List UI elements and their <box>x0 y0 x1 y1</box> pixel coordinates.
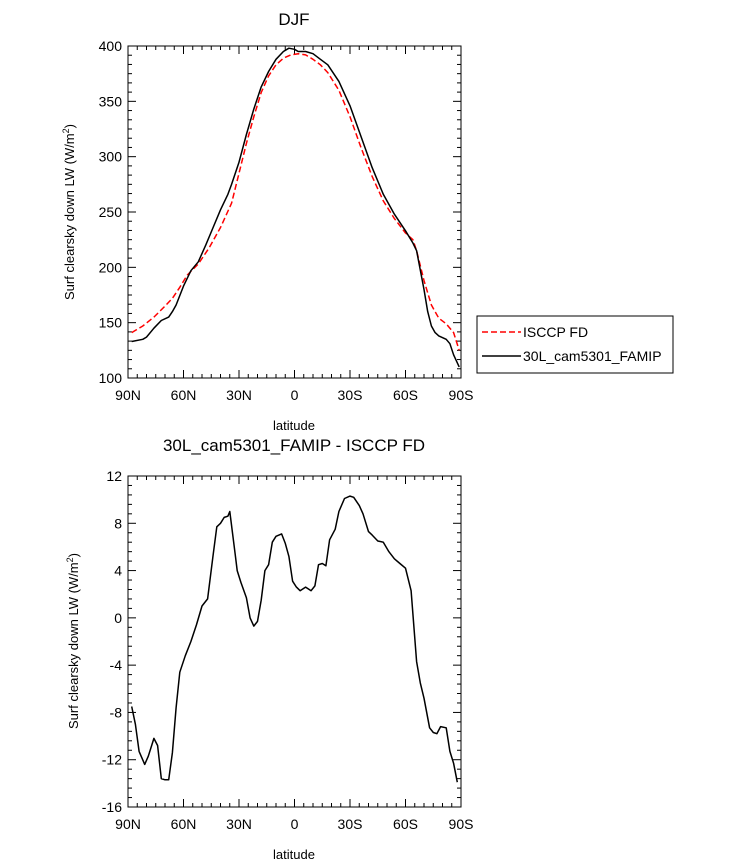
bottom-ytick-label: 12 <box>106 468 122 484</box>
top-xtick-label: 90N <box>115 387 141 403</box>
top-ytick-label: 150 <box>99 315 123 331</box>
bottom-series-line-difference <box>130 495 459 783</box>
bottom-ytick-label: 8 <box>114 515 122 531</box>
bottom-xtick-label: 30S <box>338 816 363 832</box>
legend-label-model: 30L_cam5301_FAMIP <box>523 348 662 364</box>
legend: ISCCP FD 30L_cam5301_FAMIP <box>476 315 674 374</box>
bottom-plot-frame <box>127 475 462 808</box>
top-x-axis-label: latitude <box>273 418 315 433</box>
top-xtick-label: 30S <box>338 387 363 403</box>
top-xtick-label: 30N <box>226 387 252 403</box>
bottom-panel-title: 30L_cam5301_FAMIP - ISCCP FD <box>163 436 425 455</box>
top-xtick-label: 90S <box>449 387 474 403</box>
legend-label-isccp: ISCCP FD <box>523 324 588 340</box>
top-ytick-label: 350 <box>99 93 123 109</box>
top-ytick-label: 100 <box>99 370 123 386</box>
bottom-panel: 30L_cam5301_FAMIP - ISCCP FD 90N 60N 30N 0 3… <box>65 436 473 862</box>
top-panel-title: DJF <box>278 10 309 29</box>
bottom-ytick-label: 4 <box>114 563 122 579</box>
bottom-ticks: 90N 60N 30N 0 30S 60S 90S -16 -12 -8 -4 0 4 8 12 <box>102 468 474 832</box>
top-ytick-label: 200 <box>99 259 123 275</box>
bottom-xtick-label: 90N <box>115 816 141 832</box>
top-ticks: 90N 60N 30N 0 30S 60S 90S 100 150 200 250 300 350 400 <box>99 38 474 403</box>
top-ytick-label: 300 <box>99 149 123 165</box>
bottom-ytick-label: -4 <box>110 657 123 673</box>
bottom-xtick-label: 90S <box>449 816 474 832</box>
bottom-xtick-label: 0 <box>291 816 299 832</box>
bottom-y-axis-label: Surf clearsky down LW (W/m2) <box>65 553 81 729</box>
top-xtick-label: 60N <box>171 387 197 403</box>
top-y-axis-label: Surf clearsky down LW (W/m2) <box>61 124 77 300</box>
top-panel: DJF 90N 60N 30N 0 30S 60S 90S 100 150 200 250 300 35… <box>61 10 473 433</box>
bottom-ytick-label: -16 <box>102 799 122 815</box>
bottom-series-group <box>130 495 459 783</box>
bottom-xtick-label: 60S <box>393 816 418 832</box>
bottom-ytick-label: -8 <box>110 704 123 720</box>
top-ytick-label: 400 <box>99 38 123 54</box>
bottom-ytick-label: 0 <box>114 610 122 626</box>
top-series-group <box>131 47 460 368</box>
top-series-line-model <box>131 47 460 368</box>
top-series-line-isccp <box>131 52 460 351</box>
bottom-x-axis-label: latitude <box>273 847 315 862</box>
top-xtick-label: 0 <box>291 387 299 403</box>
bottom-xtick-label: 60N <box>171 816 197 832</box>
bottom-xtick-label: 30N <box>226 816 252 832</box>
top-xtick-label: 60S <box>393 387 418 403</box>
top-plot-frame <box>127 45 462 379</box>
top-ytick-label: 250 <box>99 204 123 220</box>
bottom-ytick-label: -12 <box>102 752 122 768</box>
legend-box <box>476 315 674 374</box>
